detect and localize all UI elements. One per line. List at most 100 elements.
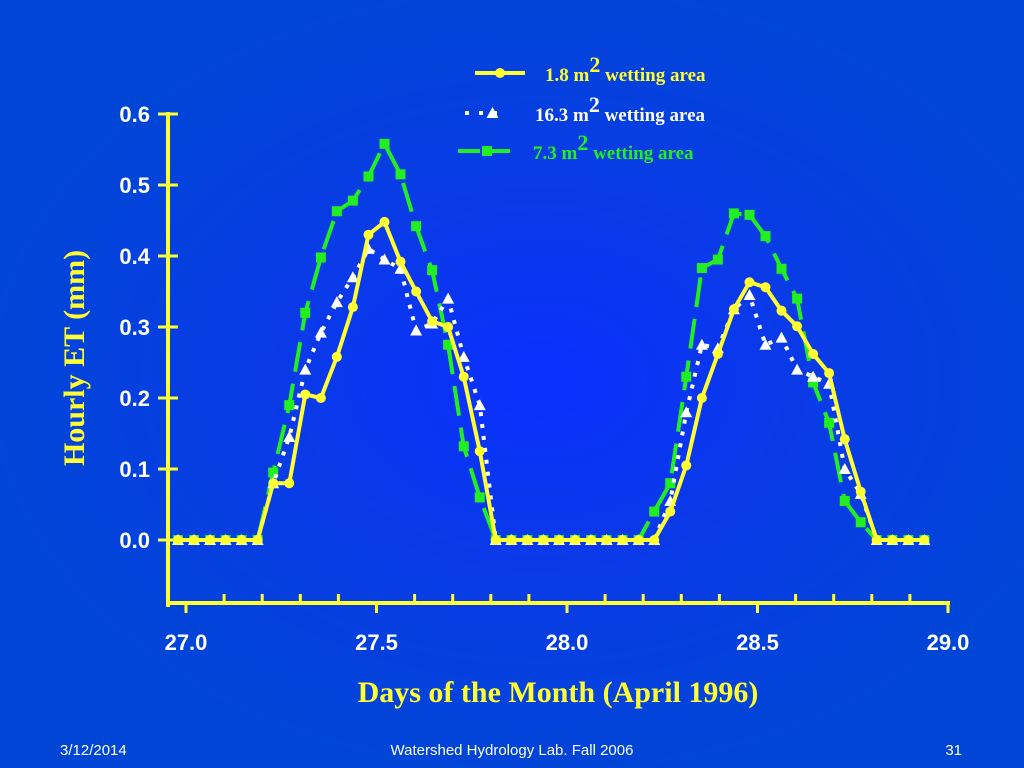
data-point (189, 535, 200, 545)
data-point (427, 265, 438, 276)
y-axis-title: Hourly ET (mm) (58, 250, 91, 466)
y-tick-label: 0.6 (119, 102, 150, 127)
data-point (457, 350, 470, 362)
data-point (760, 282, 771, 293)
data-point (838, 463, 851, 474)
chart-axes (158, 112, 950, 613)
legend-marker (495, 68, 505, 78)
legend-label-prefix: 1.8 m (545, 65, 590, 86)
data-point (411, 221, 422, 232)
data-point (792, 321, 803, 332)
data-point (681, 460, 692, 471)
data-point (824, 368, 835, 379)
data-point (617, 535, 628, 545)
data-point (759, 338, 772, 350)
legend-marker (486, 107, 499, 118)
footer-page-number: 31 (945, 742, 962, 759)
x-tick-label: 28.0 (546, 630, 589, 655)
data-point (315, 252, 326, 263)
data-point (474, 446, 485, 457)
legend-label: 7.3 m2 wetting area (533, 130, 694, 164)
data-point (236, 535, 247, 545)
data-point (315, 393, 326, 403)
legend-label: 1.8 m2 wetting area (545, 52, 706, 86)
data-point (379, 216, 390, 227)
data-point (330, 296, 343, 308)
data-point (649, 535, 660, 545)
data-point (696, 263, 707, 274)
data-point (791, 363, 804, 375)
x-axis-title: Days of the Month (April 1996) (358, 676, 759, 709)
data-point (506, 535, 517, 545)
data-point (458, 371, 469, 382)
data-point (363, 229, 374, 240)
data-point (728, 304, 739, 315)
data-point (283, 431, 296, 443)
x-tick-label: 28.5 (736, 630, 779, 655)
data-point (395, 169, 406, 180)
data-point (887, 535, 898, 545)
data-point (919, 535, 930, 545)
data-point (347, 302, 358, 313)
data-point (473, 399, 486, 411)
data-point (379, 138, 390, 149)
data-point (586, 535, 597, 545)
data-point (743, 289, 756, 301)
legend-label-suffix: wetting area (600, 105, 706, 126)
footer-date: 3/12/2014 (60, 742, 127, 759)
x-tick-label: 27.0 (165, 630, 208, 655)
data-point (314, 326, 327, 338)
data-point (442, 292, 455, 304)
data-point (474, 492, 485, 503)
data-point (792, 293, 803, 304)
data-point (252, 535, 263, 545)
data-point (347, 195, 358, 206)
y-tick-label: 0.5 (119, 173, 150, 198)
data-point (378, 253, 391, 265)
data-point (712, 348, 723, 359)
data-point (331, 351, 342, 362)
data-point (871, 535, 882, 545)
data-point (824, 417, 835, 428)
data-point (808, 377, 819, 388)
data-point (443, 339, 454, 350)
data-point (695, 338, 708, 350)
series-1-line (178, 219, 925, 542)
legend-entry-2: 16.3 m2 wetting area (465, 92, 706, 126)
data-point (855, 486, 866, 497)
data-point (776, 305, 787, 316)
data-point (633, 535, 644, 545)
data-point (649, 506, 660, 517)
data-point (331, 206, 342, 217)
data-point (300, 389, 311, 400)
data-point (570, 535, 581, 545)
data-point (268, 467, 279, 478)
y-tick-label: 0.4 (119, 244, 150, 269)
data-point (807, 370, 820, 382)
legend-marker (482, 146, 492, 156)
legend-entry-1: 1.8 m2 wetting area (475, 52, 706, 86)
legend-label-prefix: 7.3 m (533, 143, 578, 164)
data-point (808, 348, 819, 359)
data-point (839, 434, 850, 445)
data-point (712, 254, 723, 265)
data-point (855, 517, 866, 528)
legend-label-prefix: 16.3 m (535, 105, 589, 126)
data-point (665, 506, 676, 517)
data-point (458, 441, 469, 452)
chart-series-layer (171, 138, 931, 545)
legend-label: 16.3 m2 wetting area (535, 92, 706, 126)
data-point (665, 478, 676, 489)
y-tick-label: 0.0 (119, 528, 150, 553)
data-point (681, 371, 692, 382)
footer-title: Watershed Hydrology Lab. Fall 2006 (390, 742, 634, 759)
x-tick-label: 29.0 (927, 630, 970, 655)
data-point (538, 535, 549, 545)
data-point (268, 478, 279, 489)
legend-entry-3: 7.3 m2 wetting area (458, 130, 694, 164)
data-point (839, 495, 850, 506)
data-point (775, 331, 788, 343)
legend-label-superscript: 2 (589, 52, 600, 77)
